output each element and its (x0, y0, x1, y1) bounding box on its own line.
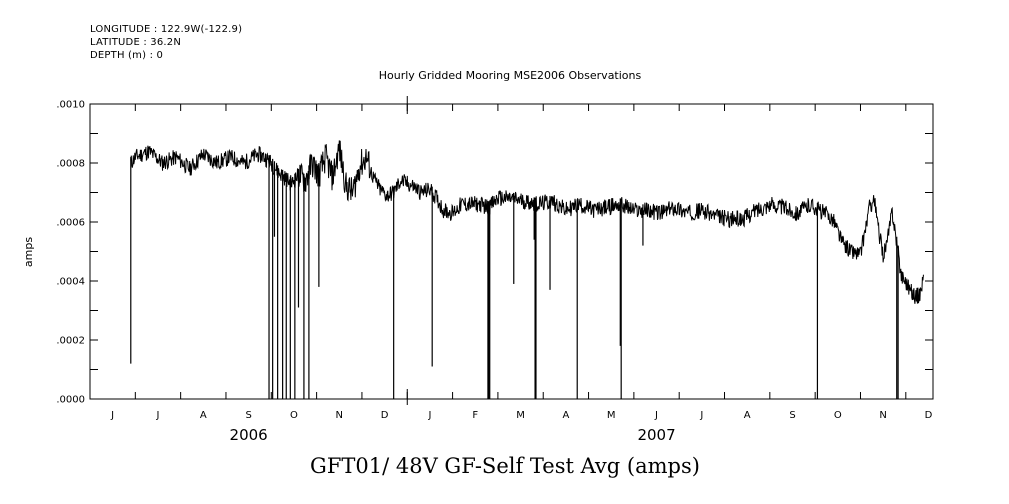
y-tick-label: .0010 (56, 100, 85, 111)
x-tick-label: J (156, 410, 160, 421)
x-tick-label: O (290, 410, 298, 421)
y-tick-label: .0004 (56, 277, 85, 288)
x-tick-label: J (427, 410, 431, 421)
x-tick-label: A (562, 410, 569, 421)
x-tick-label: J (110, 410, 114, 421)
y-tick-label: .0000 (56, 395, 85, 406)
x-tick-label: N (879, 410, 886, 421)
x-tick-label: A (200, 410, 207, 421)
year-label: 2006 (230, 426, 268, 444)
x-tick-label: N (336, 410, 343, 421)
x-tick-label: M (607, 410, 616, 421)
y-axis-label: amps (22, 237, 35, 267)
x-tick-label: O (834, 410, 842, 421)
year-label: 2007 (637, 426, 675, 444)
depth-label: DEPTH (m) : 0 (90, 50, 164, 61)
series-line (130, 140, 924, 304)
plot-area (130, 140, 924, 399)
longitude-label: LONGITUDE : 122.9W(-122.9) (90, 24, 243, 35)
figure-title: GFT01/ 48V GF-Self Test Avg (amps) (310, 454, 700, 478)
latitude-label: LATITUDE : 36.2N (90, 37, 182, 48)
x-tick-label: F (472, 410, 478, 421)
x-tick-label: J (654, 410, 658, 421)
x-tick-label: S (245, 410, 251, 421)
plot-frame (89, 103, 934, 400)
x-tick-label: D (925, 410, 933, 421)
x-tick-label: M (516, 410, 525, 421)
x-axis: J J A S O N D J F M A M J J A S O N D 2006 2007 (89, 96, 933, 444)
x-tick-label: S (789, 410, 795, 421)
plot-title: Hourly Gridded Mooring MSE2006 Observati… (378, 69, 642, 82)
y-tick-label: .0002 (56, 336, 85, 347)
x-tick-label: D (381, 410, 389, 421)
y-axis: .0000 .0002 .0004 .0006 .0008 .0010 (56, 100, 933, 406)
y-tick-label: .0008 (56, 159, 85, 170)
x-tick-label: J (699, 410, 703, 421)
y-tick-label: .0006 (56, 218, 85, 229)
x-tick-label: A (744, 410, 751, 421)
